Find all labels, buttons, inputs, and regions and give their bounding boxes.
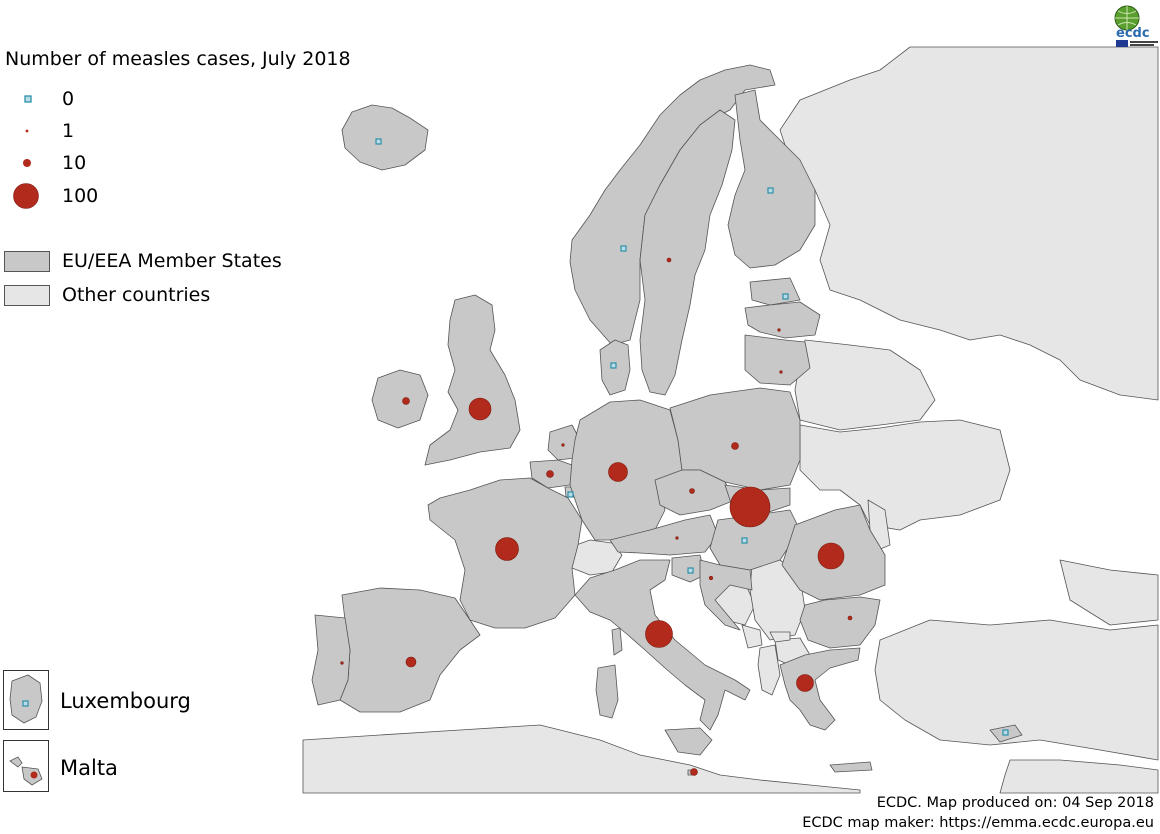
corsica	[611, 627, 623, 656]
marker-netherlands	[561, 443, 565, 447]
ecdc-logo: ecdc	[1114, 5, 1158, 47]
legend-label-10: 10	[62, 152, 87, 174]
luxembourg-shape	[9, 674, 43, 724]
marker-portugal	[340, 661, 344, 665]
zero-finland	[767, 187, 774, 194]
case-markers	[340, 257, 853, 776]
eu-member-states	[311, 64, 1023, 776]
malta-shape	[9, 756, 43, 786]
crete	[829, 761, 873, 773]
marker-ireland	[402, 397, 410, 405]
marker-france	[495, 537, 519, 561]
zero-hungary	[741, 537, 748, 544]
sicily	[664, 727, 713, 756]
credit-text: ECDC. Map produced on: 04 Sep 2018	[876, 795, 1154, 811]
marker-malta	[690, 768, 698, 776]
marker-bulgaria	[847, 615, 853, 621]
sardinia	[595, 664, 619, 719]
marker-czechia	[689, 488, 695, 494]
circle-large-icon	[13, 183, 39, 209]
zero-markers	[375, 138, 1009, 736]
legend-label-0: 0	[62, 88, 75, 110]
marker-spain	[405, 656, 417, 668]
marker-slovakia-large	[729, 486, 771, 528]
legend-eu-label: EU/EEA Member States	[62, 250, 282, 272]
marker-italy	[645, 620, 673, 648]
iceland	[341, 104, 429, 171]
mapmaker-link[interactable]: ECDC map maker: https://emma.ecdc.europa…	[802, 815, 1154, 831]
marker-croatia	[708, 575, 714, 581]
luxembourg-inset	[3, 670, 49, 730]
middle-east	[999, 759, 1159, 794]
finland	[727, 89, 816, 269]
other-countries	[302, 46, 1159, 794]
belarus	[794, 339, 936, 431]
zero-iceland	[375, 138, 382, 145]
marker-austria	[675, 536, 679, 540]
north-africa	[302, 724, 861, 794]
portugal	[311, 614, 351, 706]
montenegro	[741, 624, 763, 649]
marker-uk	[468, 397, 492, 421]
lithuania	[744, 334, 811, 386]
latvia	[744, 301, 821, 339]
logo-text: ecdc	[1116, 26, 1150, 41]
legend-other-label: Other countries	[62, 284, 211, 306]
albania	[757, 644, 781, 696]
united-kingdom	[424, 294, 521, 466]
legend-label-100: 100	[62, 185, 99, 207]
kosovo	[769, 631, 791, 643]
circle-small-icon	[25, 129, 29, 133]
marker-poland	[731, 442, 739, 450]
marker-latvia	[777, 328, 781, 332]
zero-estonia	[782, 293, 789, 300]
other-swatch	[4, 285, 50, 306]
marker-romania	[817, 542, 845, 570]
luxembourg-label: Luxembourg	[60, 689, 191, 713]
malta-inset	[3, 740, 49, 792]
switzerland	[567, 539, 623, 576]
marker-greece	[796, 674, 814, 692]
legend-label-1: 1	[62, 120, 75, 142]
circle-medium-icon	[23, 159, 31, 167]
ukraine	[799, 419, 1011, 531]
zero-slovenia	[687, 567, 694, 574]
marker-lithuania	[779, 370, 783, 374]
zero-denmark	[610, 362, 617, 369]
marker-sweden	[666, 257, 672, 263]
russia-region	[779, 46, 1159, 401]
marker-germany	[608, 462, 628, 482]
bulgaria	[799, 596, 881, 649]
zero-norway	[620, 245, 627, 252]
eu-swatch	[4, 251, 50, 272]
sweden	[639, 109, 736, 396]
zero-luxembourg	[567, 491, 574, 498]
zero-cyprus	[1002, 729, 1009, 736]
turkey	[874, 619, 1159, 761]
marker-belgium	[546, 470, 554, 478]
malta-label: Malta	[60, 756, 118, 780]
map-title: Number of measles cases, July 2018	[5, 48, 351, 70]
zero-square-icon	[24, 95, 32, 103]
caucasus	[1059, 559, 1159, 626]
ireland	[371, 369, 429, 429]
greece	[779, 647, 861, 731]
